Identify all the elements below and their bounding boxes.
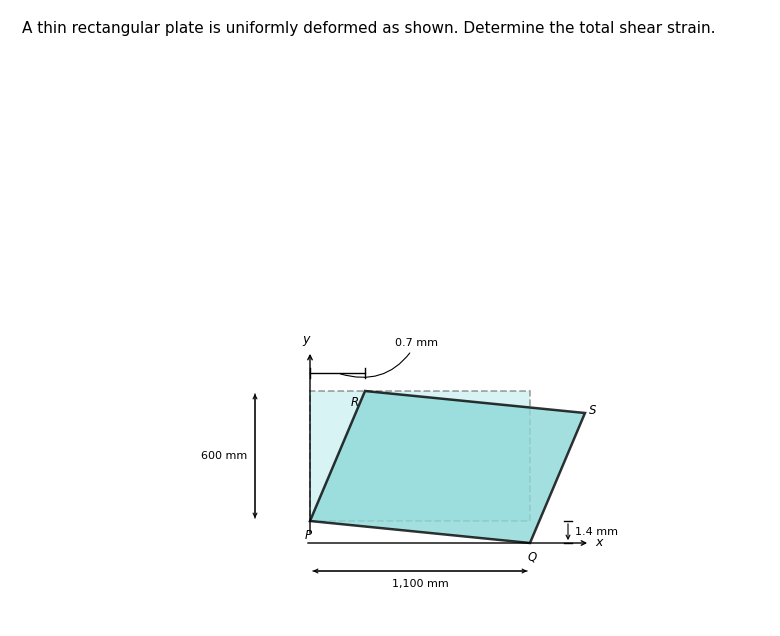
Text: Q: Q (527, 551, 537, 564)
Text: 1,100 mm: 1,100 mm (392, 579, 448, 589)
Text: P: P (304, 529, 311, 542)
Text: 0.7 mm: 0.7 mm (340, 338, 438, 377)
Text: x: x (595, 537, 602, 550)
Text: A thin rectangular plate is uniformly deformed as shown. Determine the total she: A thin rectangular plate is uniformly de… (22, 21, 715, 36)
Text: R: R (351, 396, 359, 409)
Text: 1.4 mm: 1.4 mm (575, 527, 618, 537)
Text: S: S (589, 404, 597, 417)
Polygon shape (310, 391, 585, 543)
Text: 600 mm: 600 mm (200, 451, 247, 461)
Text: y: y (303, 333, 310, 346)
Polygon shape (310, 391, 530, 521)
